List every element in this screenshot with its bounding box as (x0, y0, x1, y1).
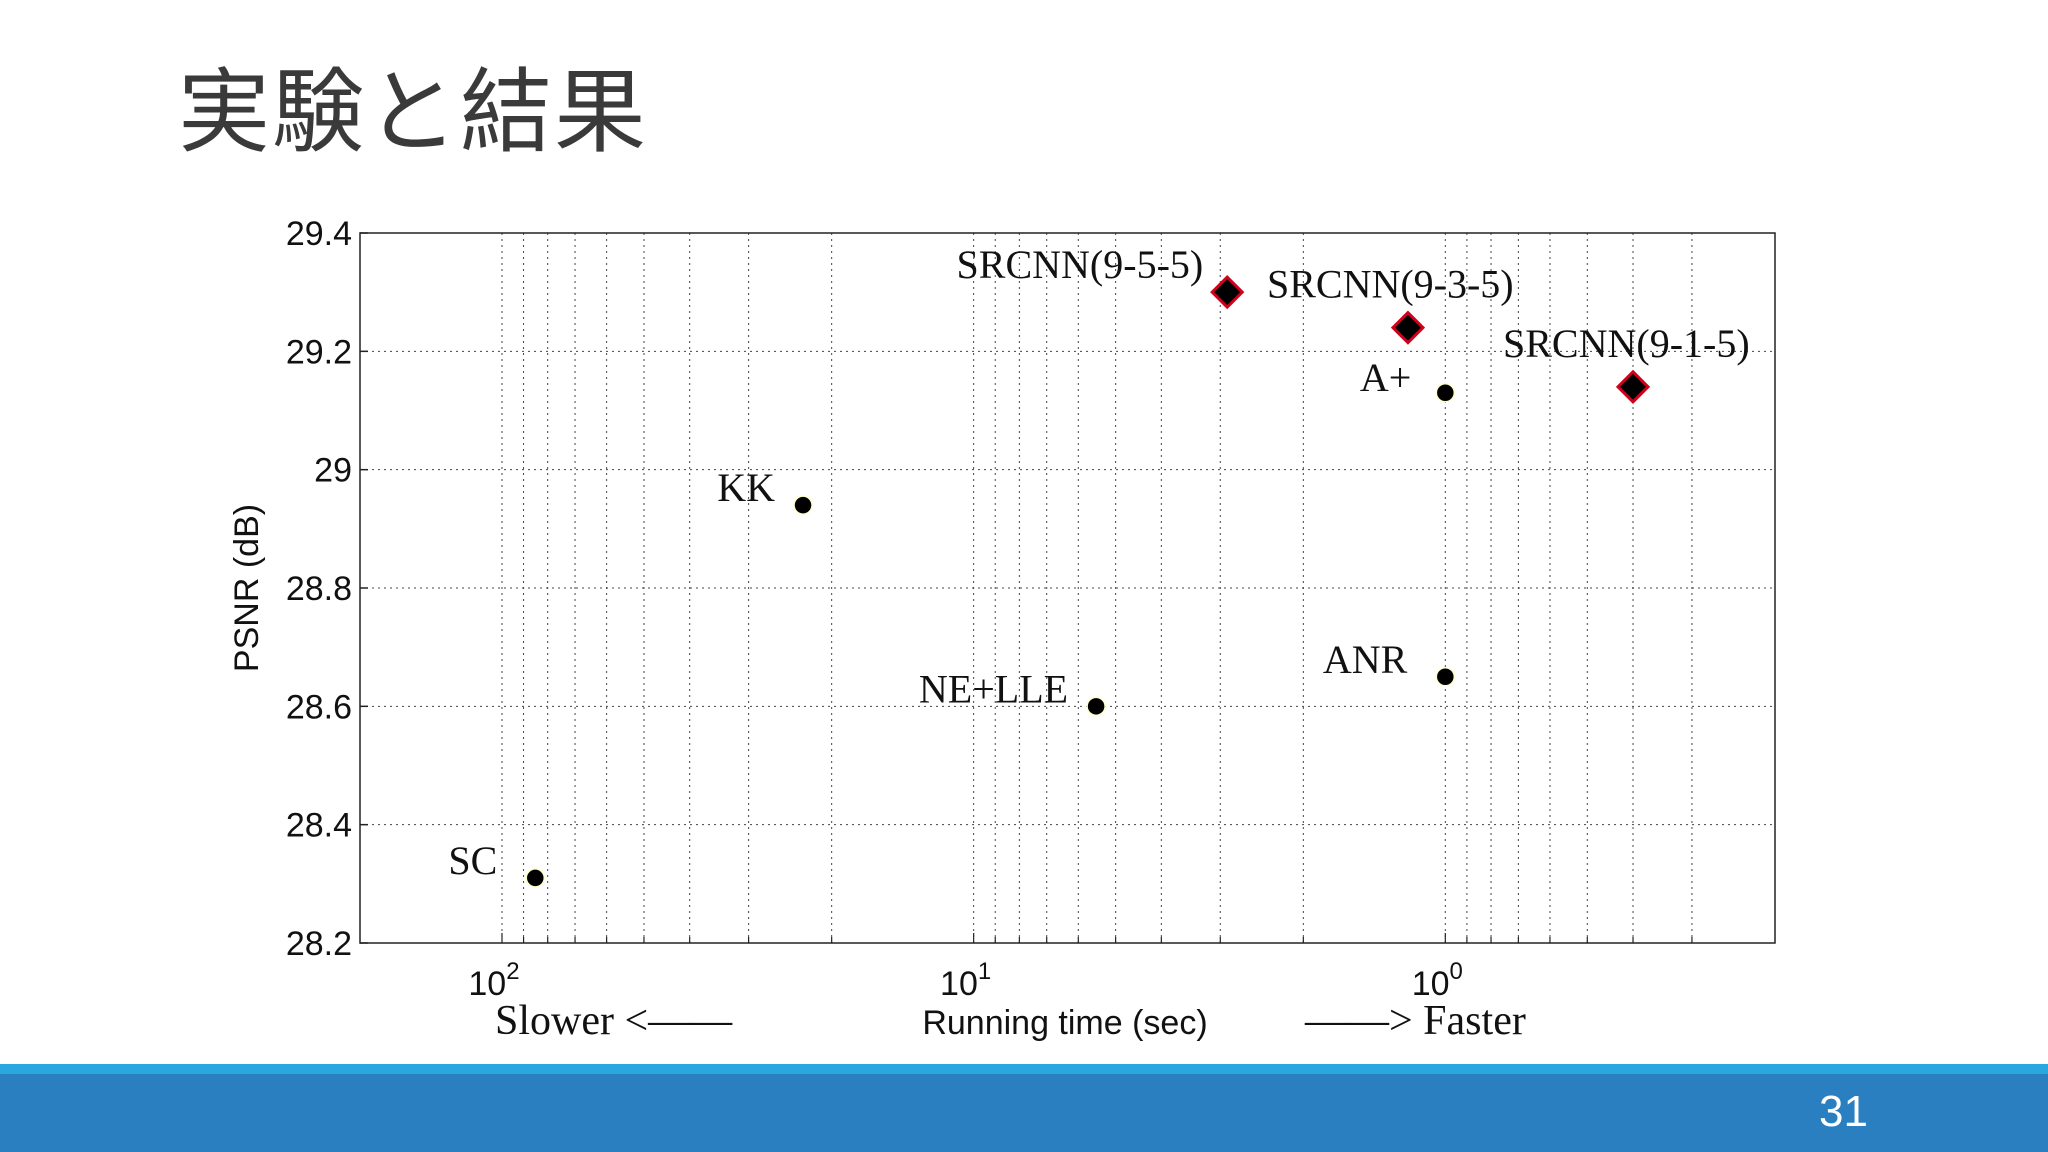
data-point-label: SRCNN(9-5-5) (957, 242, 1204, 287)
y-tick-label: 28.2 (286, 925, 352, 963)
data-points: SC KK NE+LLE ANR A+ SRCNN(9-5-5) SRCNN(9-3-5) S… (448, 242, 1750, 888)
y-tick-label: 28.4 (286, 807, 352, 845)
data-point-label: SC (448, 838, 497, 883)
page-number: 31 (1819, 1087, 1868, 1136)
data-point-circle (793, 495, 813, 515)
data-point-circle (1435, 383, 1456, 403)
psnr-vs-runtime-chart: 28.2 28.4 28.6 28.8 29 29.2 29.4 102 101 100 PSNR… (228, 215, 1776, 1044)
data-point-label: NE+LLE (919, 666, 1068, 711)
footer-accent-stripe (0, 1064, 2048, 1074)
data-point-circle (1086, 696, 1106, 717)
data-point-label: A+ (1360, 355, 1411, 400)
data-point-label: SRCNN(9-1-5) (1503, 321, 1750, 366)
footer-bar (0, 1074, 2048, 1152)
data-point-diamond (1615, 369, 1651, 404)
faster-direction-label: ——> Faster (1304, 998, 1526, 1044)
y-axis-label: PSNR (dB) (228, 504, 266, 672)
slower-direction-label: Slower <—— (495, 998, 733, 1044)
x-tick-label: 100 (1412, 958, 1463, 1003)
x-axis-label: Running time (sec) (922, 1004, 1207, 1042)
data-point-circle (1435, 667, 1456, 687)
data-point-diamond (1210, 275, 1245, 310)
data-point-circle (525, 868, 546, 888)
x-tick-label: 102 (468, 958, 519, 1003)
grid-lines (360, 233, 1775, 943)
y-tick-label: 29.4 (286, 215, 352, 253)
data-point-label: SRCNN(9-3-5) (1267, 262, 1514, 307)
x-tick-label: 101 (940, 958, 991, 1003)
y-tick-label: 29.2 (286, 333, 352, 371)
y-tick-label: 28.8 (286, 570, 352, 608)
data-point-diamond (1390, 310, 1426, 345)
slide-title: 実験と結果 (178, 59, 649, 166)
data-point-label: ANR (1323, 637, 1408, 682)
data-point-label: KK (717, 465, 775, 510)
axis-ticks: 28.2 28.4 28.6 28.8 29 29.2 29.4 102 101 100 (286, 215, 1693, 1003)
y-tick-label: 28.6 (286, 688, 352, 726)
y-tick-label: 29 (314, 452, 352, 490)
